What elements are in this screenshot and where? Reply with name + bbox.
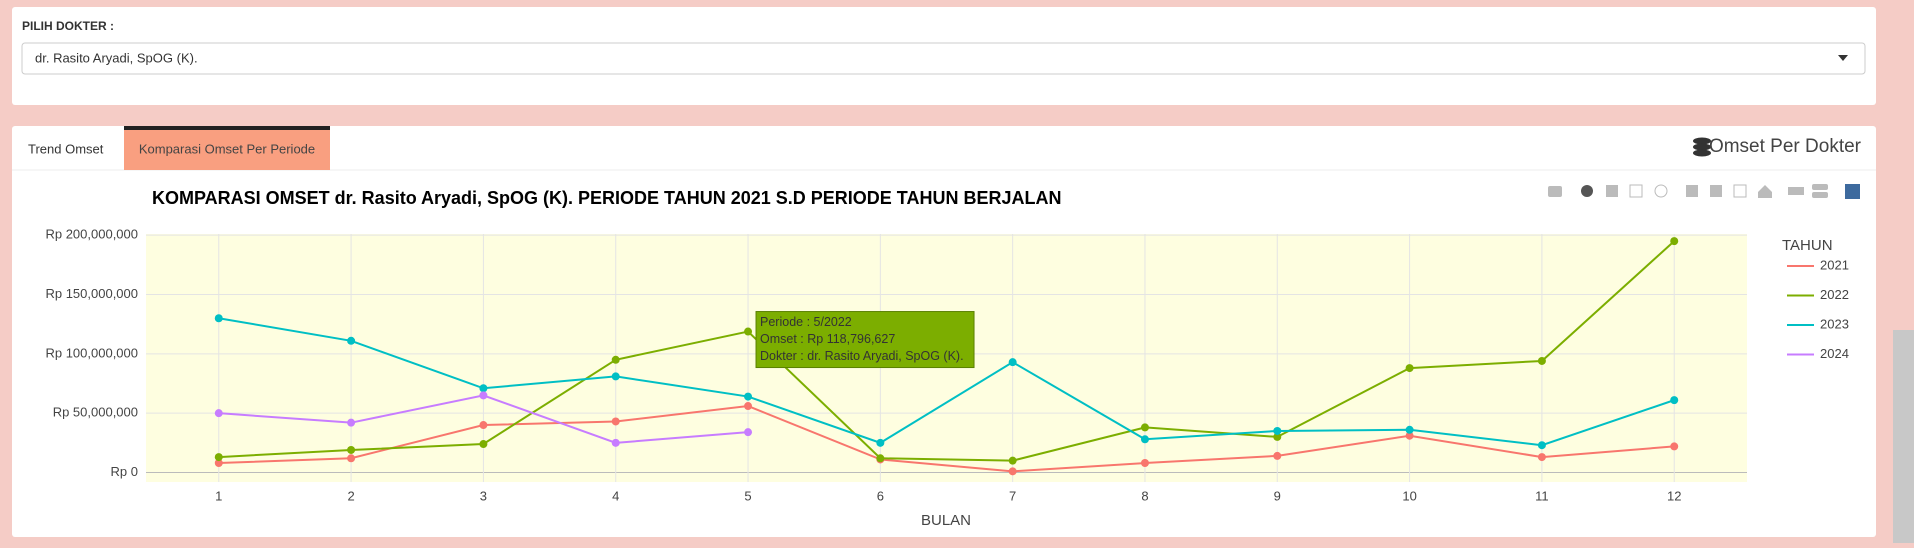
data-point — [347, 445, 356, 454]
y-tick-label: Rp 50,000,000 — [53, 405, 138, 420]
active-tab[interactable] — [124, 127, 330, 170]
data-point — [1008, 467, 1017, 476]
spike[interactable] — [1788, 187, 1804, 195]
data-point — [479, 391, 488, 400]
data-point — [611, 438, 620, 447]
data-point — [876, 454, 885, 463]
series-line — [218, 405, 1675, 473]
data-point — [611, 355, 620, 364]
x-tick-label: 9 — [1274, 488, 1281, 503]
data-point — [744, 402, 753, 411]
data-point — [1273, 426, 1282, 435]
data-point — [347, 454, 356, 463]
tab[interactable]: Trend Omset — [28, 141, 104, 156]
data-point — [1008, 358, 1017, 367]
data-point — [611, 417, 620, 426]
hover-closest[interactable] — [1812, 184, 1828, 190]
x-tick-label: 1 — [215, 488, 222, 503]
tab-indicator — [124, 126, 330, 130]
tooltip-line: Omset : Rp 118,796,627 — [760, 332, 895, 346]
data-point — [479, 384, 488, 393]
x-tick-label: 10 — [1402, 488, 1416, 503]
x-tick-label: 11 — [1535, 488, 1549, 503]
data-point — [876, 438, 885, 447]
data-point — [1140, 459, 1149, 468]
data-point — [1405, 425, 1414, 434]
data-point — [479, 421, 488, 430]
x-tick-label: 6 — [877, 488, 884, 503]
data-point — [1140, 423, 1149, 432]
zoom[interactable] — [1581, 185, 1593, 197]
panel-title: Omset Per Dokter — [1709, 136, 1862, 157]
data-point — [611, 372, 620, 381]
legend-label: 2023 — [1820, 316, 1849, 331]
autoscale[interactable] — [1733, 184, 1747, 198]
modebar — [1548, 184, 1860, 199]
data-point — [1670, 237, 1679, 246]
legend-title: TAHUN — [1782, 237, 1833, 254]
x-tick-label: 12 — [1667, 488, 1681, 503]
x-tick-label: 7 — [1009, 488, 1016, 503]
legend-label: 2021 — [1820, 257, 1849, 272]
data-point — [1405, 364, 1414, 373]
y-tick-label: Rp 200,000,000 — [45, 227, 138, 242]
data-point — [744, 327, 753, 336]
reset[interactable] — [1758, 185, 1772, 198]
series-line — [218, 317, 1675, 447]
data-point — [744, 392, 753, 401]
x-axis-label: BULAN — [921, 512, 971, 529]
data-point — [744, 428, 753, 437]
select[interactable] — [1629, 184, 1643, 198]
data-point — [1670, 442, 1679, 451]
select-arrow — [1838, 55, 1848, 61]
lasso[interactable] — [1654, 184, 1668, 198]
plotly-logo[interactable] — [1845, 184, 1860, 199]
data-point — [214, 459, 223, 468]
data-point — [1273, 432, 1282, 441]
zoom-out[interactable] — [1710, 185, 1722, 197]
data-point — [1537, 453, 1546, 462]
select-value: dr. Rasito Aryadi, SpOG (K). — [35, 50, 198, 65]
x-tick-label: 3 — [480, 488, 487, 503]
tooltip-line: Periode : 5/2022 — [760, 315, 852, 329]
data-point — [479, 440, 488, 449]
doctor-select[interactable] — [21, 42, 1866, 75]
y-tick-label: Rp 150,000,000 — [45, 286, 138, 301]
tooltip — [755, 311, 975, 369]
y-tick-label: Rp 0 — [111, 464, 138, 479]
data-point — [214, 314, 223, 323]
chart-title: KOMPARASI OMSET dr. Rasito Aryadi, SpOG … — [152, 188, 1061, 208]
series-line — [218, 240, 1675, 462]
tab-label: Komparasi Omset Per Periode — [139, 141, 315, 156]
legend-label: 2022 — [1820, 287, 1849, 302]
data-point — [347, 418, 356, 427]
data-point — [1140, 435, 1149, 444]
select-label: PILIH DOKTER : — [22, 19, 114, 33]
data-point — [1008, 456, 1017, 465]
data-point — [1537, 441, 1546, 450]
x-tick-label: 4 — [612, 488, 619, 503]
hover-compare[interactable] — [1812, 192, 1828, 198]
pan[interactable] — [1606, 185, 1618, 197]
data-point — [1405, 431, 1414, 440]
camera[interactable] — [1548, 186, 1562, 197]
legend-label: 2024 — [1820, 346, 1849, 361]
data-point — [1537, 356, 1546, 365]
data-point — [214, 453, 223, 462]
y-tick-label: Rp 100,000,000 — [45, 345, 138, 360]
scrollbar — [1893, 330, 1914, 543]
x-tick-label: 5 — [744, 488, 751, 503]
tooltip-line: Dokter : dr. Rasito Aryadi, SpOG (K). — [760, 349, 964, 363]
data-point — [1273, 451, 1282, 460]
data-point — [347, 336, 356, 345]
x-tick-label: 2 — [347, 488, 354, 503]
data-point — [1670, 396, 1679, 405]
x-tick-label: 8 — [1141, 488, 1148, 503]
zoom-in[interactable] — [1686, 185, 1698, 197]
data-point — [214, 409, 223, 418]
coins-icon — [1693, 137, 1711, 157]
